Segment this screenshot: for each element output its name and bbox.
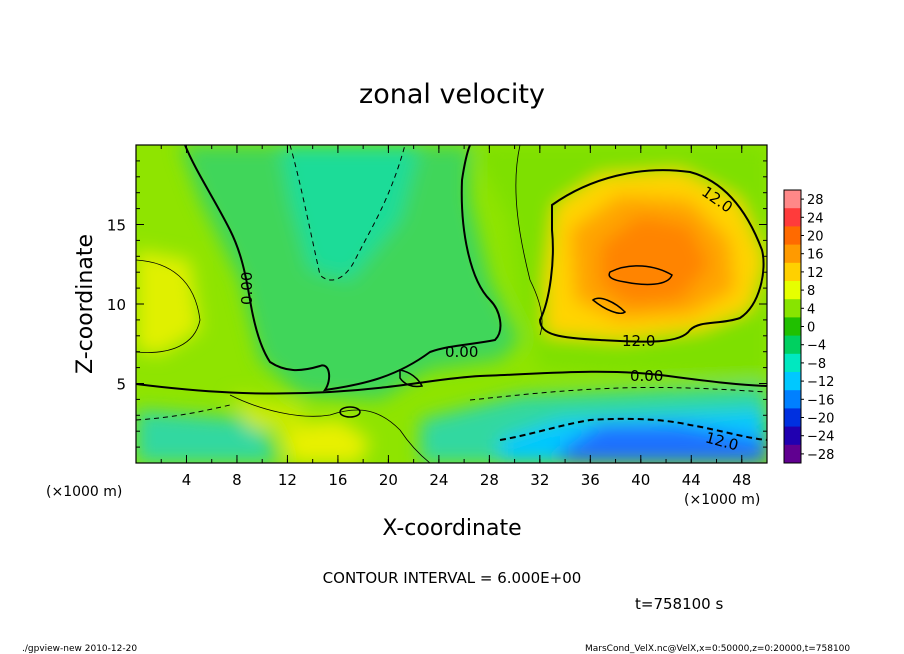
colorbar-swatch [784,335,801,355]
colorbar-swatch [784,408,801,428]
x-tick-label: 20 [379,471,398,489]
y-axis-label: Z-coordinate [73,234,98,374]
x-tick-label: 8 [232,471,242,489]
x-tick-label: 44 [682,471,701,489]
contour-label: 0.00 [445,343,478,361]
x-tick-label: 24 [429,471,448,489]
x-tick-label: 36 [581,471,600,489]
contour-lines [136,145,767,463]
colorbar-swatch [784,244,801,264]
y-unit-label: (×1000 m) [46,484,122,500]
colorbar-tick-label: −8 [807,357,826,372]
x-tick-label: 48 [732,471,751,489]
colorbar-tick-label: 4 [807,302,815,317]
x-tick-label: 16 [328,471,347,489]
colorbar-tick-label: −20 [807,412,834,427]
colorbar-swatch [784,444,801,464]
x-unit-label: (×1000 m) [684,492,760,508]
colorbar-tick-label: 0 [807,321,815,336]
colorbar-swatch [784,317,801,337]
colorbar-swatch [784,208,801,227]
chart-title: zonal velocity [359,79,545,110]
colorbar-swatch [784,372,801,391]
colorbar-swatch [784,353,801,373]
colorbar-swatch [784,262,801,282]
colorbar-tick-label: −24 [807,430,834,445]
colorbar-tick-label: −4 [807,339,826,354]
x-tick-label: 40 [631,471,650,489]
colorbar-tick-label: −28 [807,448,834,463]
footer-left: ./gpview-new 2010-12-20 [22,644,137,654]
colorbar-tick-label: 20 [807,230,824,245]
colorbar: 28 24 20 16 12 8 4 0 −4 −8 −12 −16 −20 −24 −28 [783,189,834,464]
colorbar-tick-label: 28 [807,193,824,208]
x-axis-label: X-coordinate [382,516,521,541]
y-tick-label: 5 [116,376,126,394]
colorbar-swatch [784,226,801,246]
colorbar-tick-label: 8 [807,284,815,299]
contour-label: 12.0 [622,332,655,350]
colorbar-tick-label: −16 [807,393,834,408]
y-tick-label: 15 [107,217,126,235]
x-tick-label: 12 [278,471,297,489]
velocity-field [136,145,767,463]
y-tick-label: 10 [107,296,126,314]
footer-right: MarsCond_VelX.nc@VelX,x=0:50000,z=0:2000… [585,644,850,654]
contour-interval-text: CONTOUR INTERVAL = 6.000E+00 [323,569,582,587]
colorbar-swatch [784,190,801,209]
colorbar-swatch [784,281,801,300]
x-tick-label: 4 [182,471,192,489]
contour-label: 0.00 [630,367,663,385]
colorbar-swatch [784,299,801,318]
colorbar-tick-label: 24 [807,211,824,226]
x-tick-label: 32 [530,471,549,489]
colorbar-tick-label: 12 [807,266,824,281]
contour-label: 0.00 [238,272,256,305]
colorbar-swatch [784,390,801,409]
x-tick-label: 28 [480,471,499,489]
colorbar-swatch [784,426,801,446]
time-text: t=758100 s [635,595,723,613]
colorbar-tick-label: 16 [807,248,824,263]
colorbar-tick-label: −12 [807,375,834,390]
